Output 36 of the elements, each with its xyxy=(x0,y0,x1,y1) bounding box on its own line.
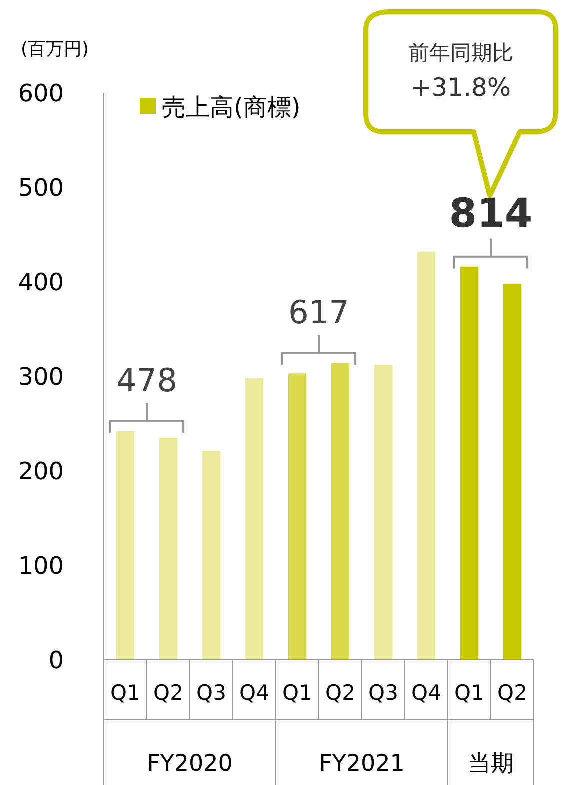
x-tick-label: Q4 xyxy=(240,681,270,705)
x-tick-label: Q4 xyxy=(412,681,442,705)
bar xyxy=(374,365,393,660)
y-tick-label: 0 xyxy=(48,646,64,674)
bar xyxy=(202,451,221,660)
y-tick-label: 200 xyxy=(18,457,64,486)
y-tick-label: 600 xyxy=(18,79,64,108)
x-tick-label: Q1 xyxy=(110,681,140,705)
bar xyxy=(503,284,522,660)
legend-label: 売上高(商標) xyxy=(162,93,301,122)
bar xyxy=(460,266,479,660)
x-tick-label: Q2 xyxy=(326,681,356,705)
y-tick-label: 100 xyxy=(18,552,64,580)
text: FY2021 xyxy=(319,751,405,777)
bar xyxy=(417,252,436,660)
x-tick-label: Q2 xyxy=(498,681,528,705)
annotation: 前年同期比 +31.8% xyxy=(408,41,514,102)
x-tick-label: Q1 xyxy=(282,681,312,705)
annotation: 617 xyxy=(288,293,350,332)
y-tick-label: 300 xyxy=(18,362,64,391)
y-axis-title: (百万円) xyxy=(20,39,90,60)
bar xyxy=(331,363,350,660)
bar xyxy=(116,431,135,660)
x-tick-label: Q3 xyxy=(368,681,398,705)
bar xyxy=(245,378,264,660)
annotation: 814 xyxy=(449,190,533,237)
x-tick-label: Q3 xyxy=(196,681,226,705)
annotation: 478 xyxy=(116,361,178,400)
x-tick-label: Q1 xyxy=(454,681,484,705)
bar xyxy=(288,374,307,660)
text: 当期 xyxy=(468,751,514,777)
x-tick-label: Q2 xyxy=(154,681,184,705)
y-tick-label: 400 xyxy=(18,268,64,296)
bar xyxy=(159,438,178,660)
y-tick-label: 500 xyxy=(18,174,64,202)
text: FY2020 xyxy=(147,751,233,777)
